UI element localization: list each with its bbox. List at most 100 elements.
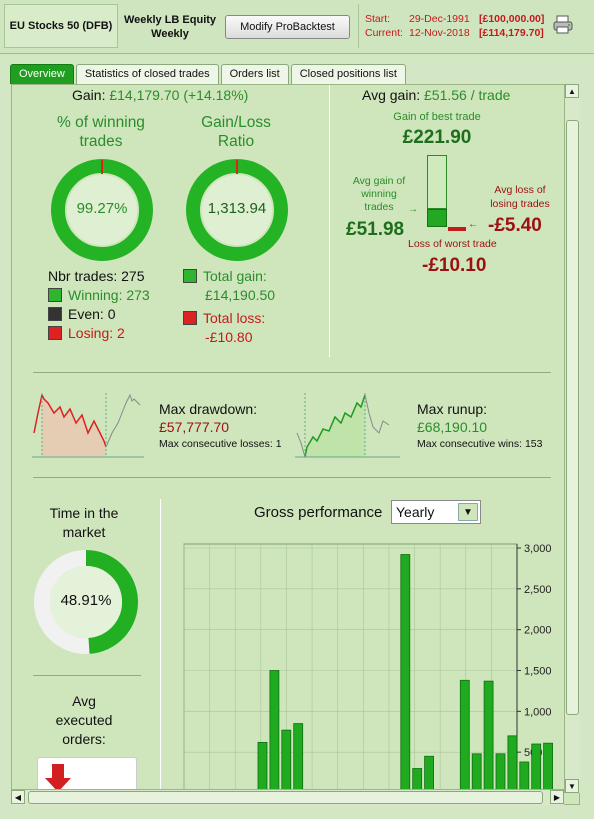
backtest-dates: Start: 29-Dec-1991 [£100,000.00] Current: 1…	[358, 4, 550, 48]
ratio-title-line2: Ratio	[217, 133, 255, 150]
trades-breakdown: Nbr trades: 275 Winning: 273 Even: 0 Los…	[48, 267, 150, 343]
avg-gain-summary: Avg gain: £51.56 / trade	[362, 87, 510, 103]
winning-value: 99.27%	[76, 200, 128, 217]
winning-gauge	[51, 159, 153, 261]
y-tick-label: 1,500	[524, 666, 552, 678]
avg-win-label: Avg gain of winning trades	[336, 175, 422, 214]
y-tick-label: 2,500	[524, 584, 552, 596]
current-date: 12-Nov-2018	[409, 27, 470, 39]
even-label: Even:	[68, 306, 104, 322]
winning-count: 273	[126, 287, 150, 303]
losses-label: Max consecutive losses:	[159, 438, 273, 450]
orders-title-line3: orders:	[62, 731, 106, 747]
avg-win-label3: trades	[364, 201, 394, 213]
modify-probacktest-button[interactable]: Modify ProBacktest	[225, 15, 350, 39]
total-gain-label: Total gain:	[203, 268, 267, 284]
separator-1	[33, 372, 551, 373]
orders-title-line1: Avg	[72, 693, 96, 709]
avg-loss-arrow-icon: ←	[468, 219, 478, 230]
chart-bar	[483, 680, 494, 804]
scroll-left-icon[interactable]: ◀	[11, 790, 25, 804]
market-gauge	[34, 550, 139, 654]
tab-statistics[interactable]: Statistics of closed trades	[75, 64, 219, 84]
orders-title: Avg executed orders:	[30, 692, 138, 749]
nbr-trades-value: 275	[121, 268, 145, 284]
tab-bar: Overview Statistics of closed trades Ord…	[10, 64, 408, 84]
losing-count: 2	[117, 325, 125, 341]
avg-win-arrow-icon: →	[408, 204, 418, 215]
chart-bar	[543, 742, 554, 804]
horizontal-scrollbar[interactable]: ◀ ▶	[11, 789, 564, 805]
market-title-line1: Time in the	[49, 505, 119, 521]
start-date: 29-Dec-1991	[409, 13, 470, 25]
avg-gain-value: £51.56 / trade	[424, 87, 511, 103]
market-value: 48.91%	[60, 592, 112, 609]
divider	[329, 85, 330, 357]
runup-label: Max runup:	[417, 401, 488, 417]
gain-summary: Gain: £14,179.70 (+14.18%)	[72, 87, 248, 103]
y-tick-label: 2,000	[524, 625, 552, 637]
winning-title-line2: trades	[79, 133, 123, 150]
horizontal-scroll-thumb[interactable]	[28, 791, 543, 804]
ratio-title-line1: Gain/Loss	[201, 114, 271, 131]
losses-value: 1	[275, 438, 282, 450]
chart-bar	[257, 741, 268, 804]
winning-title-line1: % of winning	[57, 114, 145, 131]
down-arrow-icon	[45, 764, 71, 792]
totals-breakdown: Total gain: £14,190.50 Total loss: -£10.…	[183, 267, 275, 347]
strategy-line1: Weekly LB Equity	[123, 14, 217, 26]
wins-label: Max consecutive wins:	[417, 438, 523, 450]
print-icon[interactable]	[552, 14, 574, 36]
drawdown-sparkline	[32, 393, 144, 458]
avg-loss-label1: Avg loss of	[494, 184, 546, 196]
current-value: [£114,179.70]	[479, 27, 544, 39]
avg-win-value: £51.98	[346, 219, 405, 240]
runup-sparkline	[295, 393, 400, 458]
ratio-gauge	[186, 159, 288, 261]
winning-title: % of winning trades	[42, 113, 160, 151]
even-swatch	[48, 307, 62, 321]
avg-loss-bar	[448, 227, 466, 231]
avg-win-bar	[427, 209, 447, 227]
start-value: [£100,000.00]	[479, 13, 545, 25]
scroll-up-icon[interactable]: ▲	[565, 84, 579, 98]
divider-vertical-2	[160, 499, 161, 804]
losing-label: Losing:	[68, 325, 114, 341]
header-bar: EU Stocks 50 (DFB) Weekly LB Equity Week…	[0, 0, 594, 54]
scroll-down-icon[interactable]: ▼	[565, 779, 579, 793]
tab-orders-list[interactable]: Orders list	[220, 64, 289, 84]
best-trade-bar	[427, 155, 447, 209]
wins-value: 153	[524, 438, 543, 450]
chart-bar	[471, 753, 482, 804]
winning-label: Winning:	[68, 287, 123, 303]
period-select[interactable]: Yearly ▼	[391, 500, 481, 524]
chart-bar	[519, 761, 530, 804]
best-trade-value: £221.90	[402, 127, 472, 148]
avg-win-label2: winning	[361, 188, 397, 200]
avg-loss-value: -£5.40	[488, 215, 542, 236]
winning-swatch	[48, 288, 62, 302]
total-loss-swatch	[183, 311, 197, 325]
tab-overview[interactable]: Overview	[10, 64, 74, 84]
drawdown-value: £57,777.70	[159, 419, 230, 435]
vertical-scrollbar[interactable]: ▲ ▼	[564, 84, 580, 793]
gain-label: Gain:	[72, 87, 106, 103]
start-label: Start:	[365, 13, 391, 25]
tab-closed-positions[interactable]: Closed positions list	[290, 64, 406, 84]
vertical-scroll-thumb[interactable]	[566, 120, 579, 715]
orders-title-line2: executed	[55, 712, 113, 728]
scroll-right-icon[interactable]: ▶	[550, 790, 564, 804]
chart-bar	[293, 723, 304, 804]
nbr-trades-label: Nbr trades:	[48, 268, 118, 284]
worst-trade-value: -£10.10	[422, 255, 487, 276]
chart-bar	[412, 768, 423, 804]
max-consecutive-losses: Max consecutive losses: 1	[159, 438, 282, 450]
market-title-line2: market	[62, 524, 106, 540]
gross-title: Gross performance	[254, 504, 383, 521]
ratio-value: 1,313.94	[207, 200, 267, 217]
separator-2	[33, 477, 551, 478]
chart-bar	[424, 755, 435, 804]
chevron-down-icon[interactable]: ▼	[458, 503, 478, 521]
market-title: Time in the market	[30, 504, 138, 542]
